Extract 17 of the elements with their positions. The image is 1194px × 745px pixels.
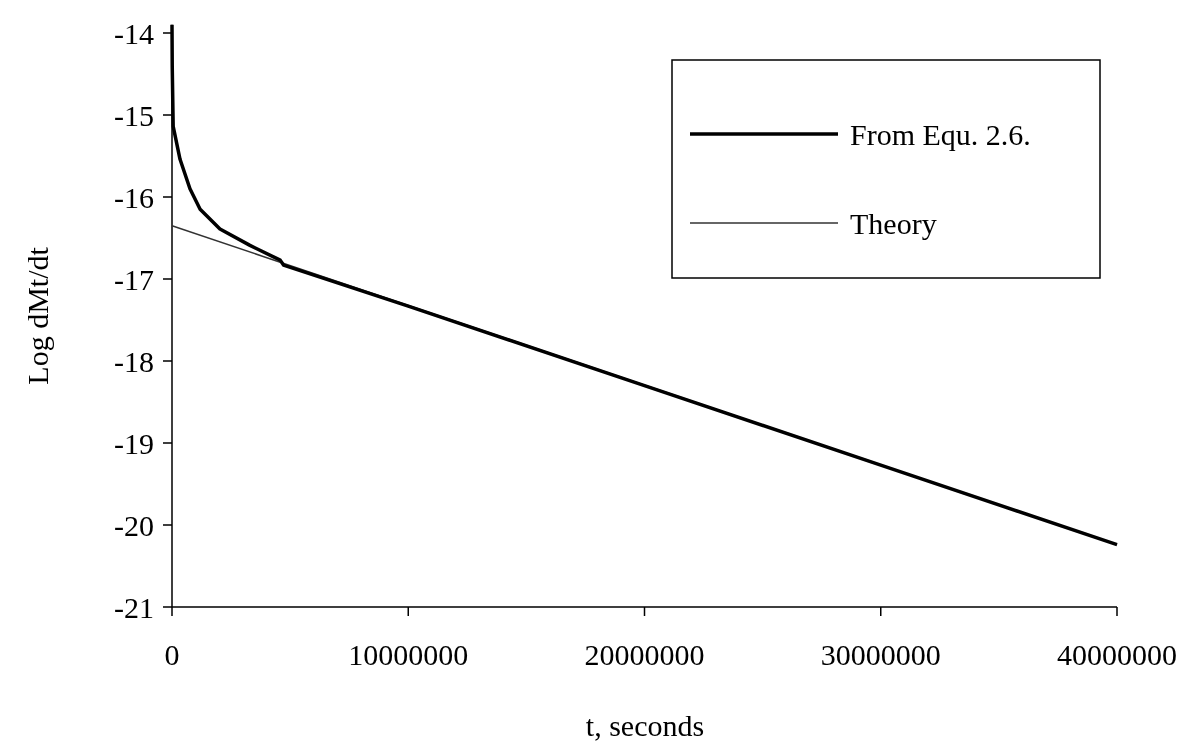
y-tick-label: -16 (114, 180, 154, 214)
x-axis-title: t, seconds (585, 709, 705, 742)
y-tick-label: -18 (114, 344, 154, 378)
x-tick-label: 10000000 (348, 638, 469, 671)
y-tick-label: -17 (114, 262, 154, 296)
y-tick-label: -19 (114, 426, 154, 460)
x-tick-label: 0 (164, 638, 180, 671)
x-tick-label: 30000000 (820, 638, 941, 671)
y-tick-label: -15 (114, 98, 154, 132)
y-tick-label: -20 (114, 508, 154, 542)
y-tick-label: -14 (114, 16, 154, 50)
legend-label: From Equ. 2.6. (850, 117, 1031, 151)
x-tick-label: 20000000 (584, 638, 705, 671)
y-axis-title: Log dMt/dt (21, 246, 54, 385)
x-tick-label: 40000000 (1057, 638, 1177, 671)
legend-label: Theory (850, 206, 937, 240)
y-tick-label: -21 (114, 590, 154, 624)
